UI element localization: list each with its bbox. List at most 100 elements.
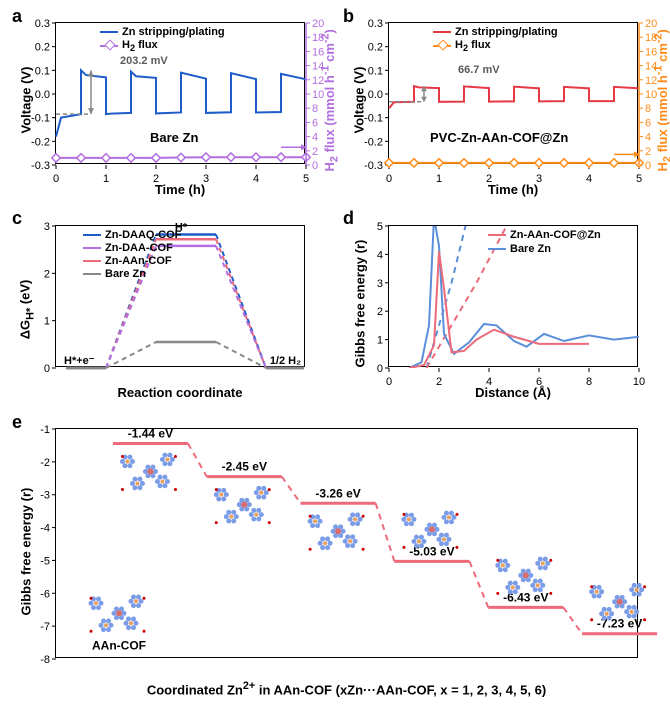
svg-text:-4: -4 bbox=[40, 523, 50, 535]
svg-text:-3: -3 bbox=[40, 490, 50, 502]
svg-text:6: 6 bbox=[312, 117, 318, 129]
svg-text:5: 5 bbox=[377, 221, 383, 233]
svg-text:H*+e⁻: H*+e⁻ bbox=[64, 355, 95, 367]
legend-d-2: Bare Zn bbox=[488, 243, 551, 255]
svg-text:4: 4 bbox=[312, 132, 318, 144]
svg-text:AAn-COF: AAn-COF bbox=[92, 638, 146, 652]
svg-text:0: 0 bbox=[377, 363, 383, 375]
svg-text:-0.1: -0.1 bbox=[364, 113, 383, 125]
svg-text:0.3: 0.3 bbox=[368, 18, 383, 30]
svg-text:0.1: 0.1 bbox=[368, 65, 383, 77]
svg-text:-1: -1 bbox=[40, 424, 50, 436]
svg-text:8: 8 bbox=[645, 103, 651, 115]
svg-text:0: 0 bbox=[312, 160, 318, 172]
svg-text:18: 18 bbox=[312, 32, 324, 44]
svg-text:-6: -6 bbox=[40, 588, 50, 600]
svg-text:0: 0 bbox=[44, 363, 50, 375]
svg-text:4: 4 bbox=[253, 173, 259, 185]
svg-text:1: 1 bbox=[377, 335, 383, 347]
svg-text:2: 2 bbox=[486, 173, 492, 185]
svg-text:5: 5 bbox=[303, 173, 309, 185]
svg-text:0.0: 0.0 bbox=[35, 89, 50, 101]
svg-text:-5: -5 bbox=[40, 555, 50, 567]
svg-text:10: 10 bbox=[633, 376, 645, 388]
svg-text:1/2 H₂: 1/2 H₂ bbox=[270, 355, 301, 367]
panel-e-xlabel: Coordinated Zn2+ in AAn-COF (xZn···AAn-C… bbox=[55, 680, 638, 697]
svg-text:-1.44 eV: -1.44 eV bbox=[128, 426, 173, 440]
legend-b-2: H2 flux bbox=[433, 39, 491, 53]
svg-text:0.1: 0.1 bbox=[35, 65, 50, 77]
svg-text:1: 1 bbox=[103, 173, 109, 185]
svg-text:0: 0 bbox=[386, 376, 392, 388]
legend-a-2: H2 flux bbox=[100, 39, 158, 53]
svg-text:12: 12 bbox=[312, 75, 324, 87]
svg-text:4: 4 bbox=[486, 376, 492, 388]
svg-text:10: 10 bbox=[645, 89, 657, 101]
panel-c-xlabel: Reaction coordinate bbox=[55, 385, 305, 400]
svg-text:5: 5 bbox=[636, 173, 642, 185]
svg-text:20: 20 bbox=[312, 18, 324, 30]
svg-text:3: 3 bbox=[536, 173, 542, 185]
svg-text:-2: -2 bbox=[40, 457, 50, 469]
svg-text:2: 2 bbox=[153, 173, 159, 185]
panel-b-label: b bbox=[343, 6, 354, 27]
panel-e-ylabel: Gibbs free energy (r) bbox=[19, 476, 34, 616]
panel-d-label: d bbox=[343, 208, 354, 229]
svg-text:-0.3: -0.3 bbox=[364, 160, 383, 172]
svg-text:1: 1 bbox=[436, 173, 442, 185]
svg-text:10: 10 bbox=[312, 89, 324, 101]
svg-text:1: 1 bbox=[44, 316, 50, 328]
legend-b-1: Zn stripping/plating bbox=[433, 26, 558, 38]
svg-text:0.2: 0.2 bbox=[368, 42, 383, 54]
svg-text:-0.2: -0.2 bbox=[31, 136, 50, 148]
svg-text:3: 3 bbox=[377, 278, 383, 290]
svg-text:2: 2 bbox=[377, 306, 383, 318]
svg-text:-8: -8 bbox=[40, 654, 50, 666]
panel-b-xlabel: Time (h) bbox=[388, 182, 638, 197]
panel-a-xlabel: Time (h) bbox=[55, 182, 305, 197]
svg-text:-3.26 eV: -3.26 eV bbox=[315, 486, 360, 500]
svg-text:3: 3 bbox=[44, 221, 50, 233]
svg-text:-0.1: -0.1 bbox=[31, 113, 50, 125]
svg-text:18: 18 bbox=[645, 32, 657, 44]
panel-a-label: a bbox=[12, 6, 22, 27]
svg-text:2: 2 bbox=[436, 376, 442, 388]
svg-text:0.0: 0.0 bbox=[368, 89, 383, 101]
svg-text:-0.3: -0.3 bbox=[31, 160, 50, 172]
svg-text:2: 2 bbox=[312, 146, 318, 158]
svg-text:14: 14 bbox=[312, 61, 324, 73]
legend-c-4: Bare Zn bbox=[83, 268, 146, 280]
svg-text:20: 20 bbox=[645, 18, 657, 30]
svg-text:-2.45 eV: -2.45 eV bbox=[222, 460, 267, 474]
svg-text:-0.2: -0.2 bbox=[364, 136, 383, 148]
legend-d-1: Zn-AAn-COF@Zn bbox=[488, 229, 601, 241]
svg-text:3: 3 bbox=[203, 173, 209, 185]
svg-text:2: 2 bbox=[645, 146, 651, 158]
svg-text:16: 16 bbox=[645, 46, 657, 58]
legend-c-1: Zn-DAAQ-COF bbox=[83, 229, 181, 241]
svg-text:12: 12 bbox=[645, 75, 657, 87]
chart-e: -8-7-6-5-4-3-2-1-1.44 eV-2.45 eV-3.26 eV… bbox=[55, 428, 638, 658]
panel-d-ylabel: Gibbs free energy (r) bbox=[353, 228, 368, 368]
svg-text:0: 0 bbox=[53, 173, 59, 185]
svg-text:6: 6 bbox=[645, 117, 651, 129]
svg-text:8: 8 bbox=[312, 103, 318, 115]
svg-text:4: 4 bbox=[377, 249, 383, 261]
svg-text:6: 6 bbox=[536, 376, 542, 388]
annotation-a: 203.2 mV bbox=[120, 55, 168, 67]
panel-c-label: c bbox=[12, 208, 22, 229]
annotation-b: 66.7 mV bbox=[458, 64, 500, 76]
svg-text:8: 8 bbox=[586, 376, 592, 388]
legend-c-2: Zn-DAA-COF bbox=[83, 242, 173, 254]
panel-c-ylabel: ΔGH* (eV) bbox=[18, 259, 37, 339]
svg-text:0: 0 bbox=[386, 173, 392, 185]
svg-text:-7: -7 bbox=[40, 621, 50, 633]
panel-d-xlabel: Distance (Å) bbox=[388, 385, 638, 400]
legend-c-3: Zn-AAn-COF bbox=[83, 255, 172, 267]
svg-text:4: 4 bbox=[586, 173, 592, 185]
legend-a-1: Zn stripping/plating bbox=[100, 26, 225, 38]
svg-text:16: 16 bbox=[312, 46, 324, 58]
svg-text:0: 0 bbox=[645, 160, 651, 172]
svg-text:0.3: 0.3 bbox=[35, 18, 50, 30]
svg-text:2: 2 bbox=[44, 268, 50, 280]
